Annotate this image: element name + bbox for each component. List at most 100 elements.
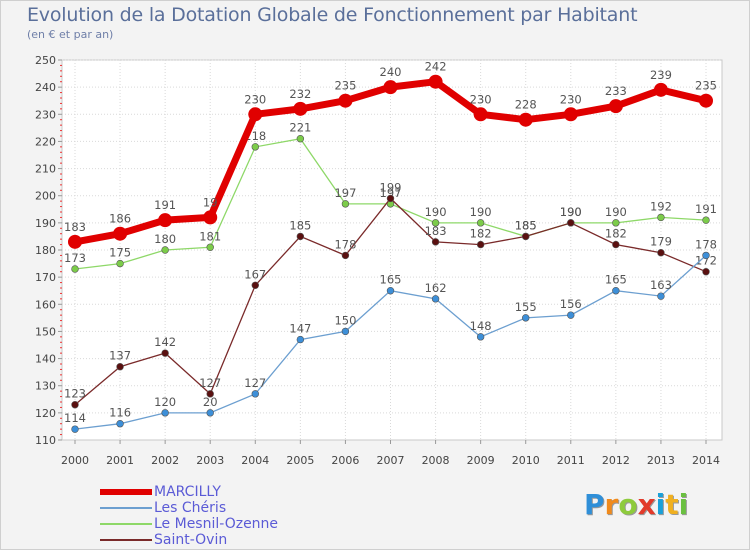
y-tick-label: 240 bbox=[35, 81, 56, 94]
logo-letter: P bbox=[584, 488, 605, 521]
data-label-le-mesnil-ozenne: 181 bbox=[199, 229, 221, 243]
data-label-le-mesnil-ozenne: 191 bbox=[695, 202, 717, 216]
x-tick-label: 2004 bbox=[241, 454, 269, 467]
data-label-les-cheris: 163 bbox=[650, 278, 672, 292]
data-point-saint-ovin bbox=[386, 194, 395, 203]
data-label-marcilly: 228 bbox=[515, 98, 537, 112]
data-point-les-cheris bbox=[522, 314, 530, 322]
data-label-marcilly: 239 bbox=[650, 68, 672, 82]
data-point-le-mesnil-ozenne bbox=[476, 219, 485, 227]
legend-label-saint-ovin: Saint-Ovin bbox=[154, 532, 228, 548]
data-point-le-mesnil-ozenne bbox=[161, 246, 169, 254]
data-point-les-cheris bbox=[476, 333, 485, 341]
data-point-marcilly bbox=[518, 112, 533, 127]
data-point-les-cheris bbox=[386, 287, 395, 295]
legend-swatch-marcilly bbox=[100, 489, 152, 495]
data-point-le-mesnil-ozenne bbox=[71, 265, 79, 273]
data-point-les-cheris bbox=[612, 287, 620, 295]
data-point-le-mesnil-ozenne bbox=[431, 219, 440, 227]
y-tick-label: 120 bbox=[35, 407, 56, 420]
y-tick-label: 180 bbox=[35, 244, 56, 257]
data-label-marcilly: 191 bbox=[154, 198, 176, 212]
data-point-saint-ovin bbox=[702, 268, 710, 276]
legend-label-les-cheris: Les Chéris bbox=[154, 500, 227, 516]
data-label-les-cheris: 162 bbox=[425, 281, 447, 295]
data-point-marcilly bbox=[248, 107, 263, 122]
y-tick-label: 130 bbox=[35, 380, 56, 393]
x-tick-label: 2003 bbox=[196, 454, 224, 467]
data-point-les-cheris bbox=[71, 425, 79, 433]
data-label-marcilly: 230 bbox=[470, 92, 492, 106]
data-label-les-cheris: 156 bbox=[560, 297, 582, 311]
data-label-marcilly: 19 bbox=[203, 195, 218, 209]
data-label-saint-ovin: 127 bbox=[199, 376, 221, 390]
y-tick-label: 170 bbox=[35, 271, 56, 284]
data-point-marcilly bbox=[158, 213, 173, 228]
y-tick-label: 190 bbox=[35, 217, 56, 230]
data-label-saint-ovin: 199 bbox=[380, 180, 402, 194]
data-label-le-mesnil-ozenne: 175 bbox=[109, 246, 131, 260]
chart-subtitle: (en € et par an) bbox=[27, 28, 114, 41]
x-tick-label: 2009 bbox=[467, 454, 495, 467]
data-point-les-cheris bbox=[161, 409, 169, 417]
data-label-marcilly: 242 bbox=[425, 60, 447, 74]
data-label-saint-ovin: 123 bbox=[64, 387, 86, 401]
data-label-les-cheris: 120 bbox=[154, 395, 176, 409]
data-point-le-mesnil-ozenne bbox=[341, 200, 350, 208]
data-point-les-cheris bbox=[251, 390, 259, 398]
data-point-saint-ovin bbox=[476, 240, 485, 249]
x-tick-label: 2006 bbox=[331, 454, 359, 467]
data-point-saint-ovin bbox=[206, 390, 214, 398]
data-label-le-mesnil-ozenne: 185 bbox=[515, 218, 537, 232]
data-label-saint-ovin: 178 bbox=[334, 237, 356, 251]
data-label-les-cheris: 20 bbox=[203, 395, 218, 409]
x-tick-label: 2001 bbox=[106, 454, 134, 467]
data-point-saint-ovin bbox=[657, 249, 665, 257]
x-tick-label: 2012 bbox=[602, 454, 630, 467]
data-point-le-mesnil-ozenne bbox=[612, 219, 620, 227]
data-point-les-cheris bbox=[296, 335, 305, 344]
data-point-les-cheris bbox=[206, 409, 214, 417]
data-label-les-cheris: 114 bbox=[64, 411, 86, 425]
logo-letter: r bbox=[604, 488, 619, 521]
data-label-saint-ovin: 185 bbox=[515, 218, 537, 232]
y-tick-label: 230 bbox=[35, 108, 56, 121]
x-tick-label: 2011 bbox=[557, 454, 585, 467]
data-point-saint-ovin bbox=[431, 238, 440, 246]
data-label-le-mesnil-ozenne: 190 bbox=[560, 205, 582, 219]
data-point-marcilly bbox=[293, 101, 308, 116]
data-point-le-mesnil-ozenne bbox=[657, 213, 665, 222]
data-point-saint-ovin bbox=[522, 232, 530, 241]
data-point-les-cheris bbox=[567, 311, 575, 319]
data-label-saint-ovin: 167 bbox=[244, 267, 266, 281]
x-tick-label: 2008 bbox=[422, 454, 450, 467]
data-label-saint-ovin: 179 bbox=[650, 235, 672, 249]
logo-letter: i bbox=[678, 488, 689, 521]
data-point-saint-ovin bbox=[341, 251, 350, 260]
data-label-le-mesnil-ozenne: 197 bbox=[380, 186, 402, 200]
data-label-marcilly: 186 bbox=[109, 212, 131, 226]
x-tick-label: 2007 bbox=[377, 454, 405, 467]
data-label-marcilly: 230 bbox=[560, 92, 582, 106]
y-tick-label: 140 bbox=[35, 353, 56, 366]
data-label-les-cheris: 150 bbox=[334, 313, 356, 327]
data-point-saint-ovin bbox=[116, 363, 124, 371]
data-label-saint-ovin: 190 bbox=[560, 205, 582, 219]
y-tick-label: 220 bbox=[35, 135, 56, 148]
data-point-saint-ovin bbox=[296, 232, 305, 241]
x-tick-label: 2013 bbox=[647, 454, 675, 467]
x-tick-label: 2005 bbox=[286, 454, 314, 467]
data-point-saint-ovin bbox=[251, 281, 259, 289]
logo-letter: x bbox=[637, 488, 656, 521]
data-point-les-cheris bbox=[657, 292, 665, 300]
data-point-saint-ovin bbox=[567, 219, 575, 227]
y-tick-label: 110 bbox=[35, 434, 56, 447]
data-point-marcilly bbox=[338, 93, 353, 108]
data-point-saint-ovin bbox=[71, 401, 79, 409]
data-label-les-cheris: 165 bbox=[605, 273, 627, 287]
data-label-saint-ovin: 142 bbox=[154, 335, 176, 349]
data-label-marcilly: 235 bbox=[695, 79, 717, 93]
y-tick-label: 210 bbox=[35, 163, 56, 176]
data-point-les-cheris bbox=[116, 420, 124, 428]
